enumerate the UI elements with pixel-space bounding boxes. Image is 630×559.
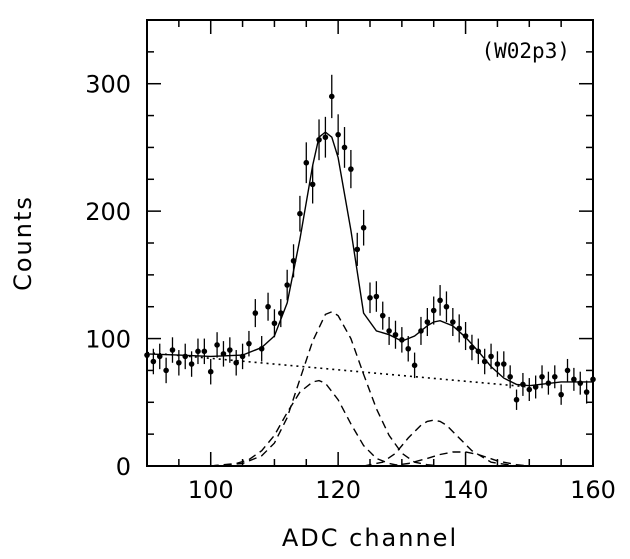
data-point xyxy=(195,348,201,355)
data-point xyxy=(386,328,392,334)
data-point xyxy=(411,362,418,369)
data-point xyxy=(571,376,577,383)
plot-layer xyxy=(144,74,596,467)
data-point xyxy=(188,361,195,367)
data-point xyxy=(545,380,552,386)
background-line xyxy=(146,351,530,388)
plot-frame xyxy=(146,19,594,467)
data-point xyxy=(176,359,182,366)
data-point xyxy=(488,353,494,360)
x-tick-label: 100 xyxy=(188,476,234,504)
data-point xyxy=(399,337,405,343)
data-point xyxy=(341,144,348,151)
data-point xyxy=(271,320,278,327)
data-point xyxy=(233,359,239,366)
axes-layer: 100 120 140 160 0 100 200 300 xyxy=(85,19,616,504)
data-point xyxy=(328,93,335,100)
data-point xyxy=(182,353,189,360)
data-point xyxy=(379,312,386,319)
data-point xyxy=(246,340,252,347)
gaussian-component-4 xyxy=(210,379,403,467)
data-point xyxy=(430,307,437,314)
data-point xyxy=(258,345,265,352)
data-point xyxy=(577,380,584,386)
data-point xyxy=(290,258,297,264)
data-point xyxy=(532,384,539,390)
data-point xyxy=(450,319,456,325)
data-point xyxy=(297,210,303,217)
data-point xyxy=(526,386,533,393)
data-point xyxy=(551,374,558,380)
gaussian-component-3 xyxy=(210,311,466,467)
data-point xyxy=(156,353,163,360)
chart-annotation: (W02p3) xyxy=(481,39,570,63)
data-point xyxy=(494,361,501,367)
data-point xyxy=(354,246,361,253)
gaussian-component-5 xyxy=(363,419,517,467)
x-tick-label: 120 xyxy=(315,476,361,504)
data-point xyxy=(335,131,341,138)
data-point xyxy=(303,159,310,166)
data-point xyxy=(252,310,259,316)
data-point xyxy=(501,361,507,367)
data-point xyxy=(220,351,227,357)
data-point xyxy=(367,294,373,301)
data-point xyxy=(322,134,329,141)
y-tick-label: 300 xyxy=(85,71,131,99)
y-tick-label: 100 xyxy=(85,326,131,354)
data-point xyxy=(405,345,412,352)
data-point xyxy=(507,374,513,380)
data-point xyxy=(437,297,443,304)
data-point xyxy=(150,358,157,365)
data-point xyxy=(481,358,488,365)
data-point xyxy=(278,310,284,316)
data-point xyxy=(207,368,214,375)
data-point xyxy=(214,342,220,348)
x-axis-label: ADC channel xyxy=(282,524,458,552)
data-point xyxy=(316,136,322,143)
data-point xyxy=(360,224,367,231)
data-point xyxy=(456,325,463,332)
data-point xyxy=(373,293,380,300)
data-point xyxy=(564,367,571,374)
data-point xyxy=(392,331,399,338)
data-point xyxy=(227,347,233,353)
y-axis-label: Counts xyxy=(9,195,37,291)
data-point xyxy=(513,396,520,403)
data-point xyxy=(418,328,424,334)
data-point xyxy=(443,303,450,310)
data-point xyxy=(309,181,316,188)
data-point xyxy=(348,166,354,172)
data-point xyxy=(169,347,176,353)
data-point xyxy=(539,374,545,380)
fit-curve xyxy=(146,131,593,387)
data-point xyxy=(424,319,431,325)
data-point xyxy=(462,333,469,339)
data-point xyxy=(475,348,482,355)
data-point xyxy=(583,389,590,395)
data-point xyxy=(201,348,208,355)
data-point xyxy=(520,381,526,388)
data-point xyxy=(284,282,290,288)
x-tick-label: 160 xyxy=(570,476,616,504)
data-point xyxy=(558,391,564,398)
y-tick-label: 0 xyxy=(116,453,131,481)
data-point xyxy=(265,303,271,310)
data-point xyxy=(163,367,169,374)
y-tick-label: 200 xyxy=(85,198,131,226)
x-tick-label: 140 xyxy=(443,476,489,504)
gaussian-component-6 xyxy=(389,451,530,467)
data-point xyxy=(239,353,246,360)
data-point xyxy=(469,344,475,351)
